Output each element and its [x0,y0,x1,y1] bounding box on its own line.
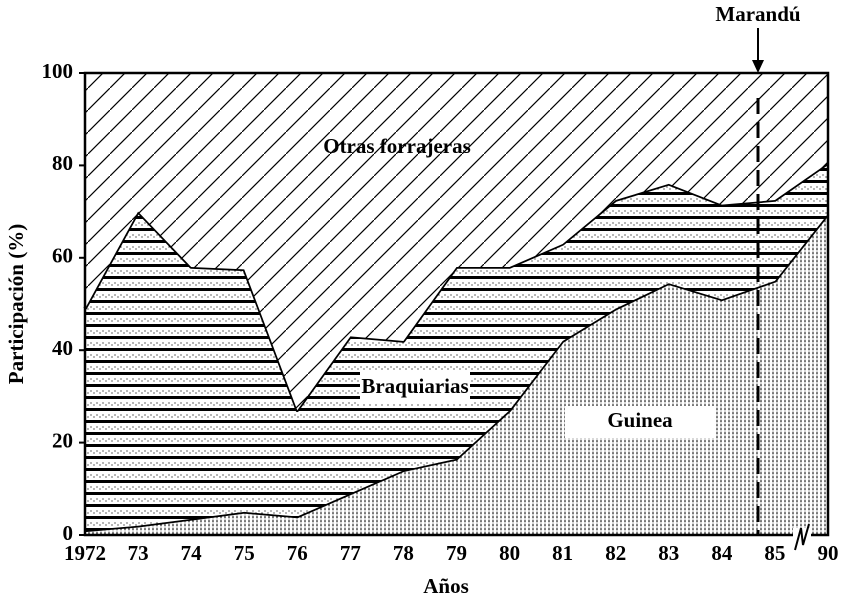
area [85,213,828,535]
y-tick-label: 80 [52,151,73,175]
area [85,73,828,411]
y-axis-label: Participación (%) [4,224,28,384]
x-tick-label: 84 [711,541,733,565]
x-tick-label: 74 [181,541,203,565]
y-tick-label: 60 [52,244,73,268]
y-tick-label: 0 [63,521,74,545]
x-tick-label: 80 [499,541,520,565]
annotation: Marandú [715,2,801,26]
x-tick-label: 78 [393,541,414,565]
x-axis-label: Años [423,574,469,598]
area [85,163,828,531]
y-tick-label: 100 [42,59,74,83]
x-tick-label: 76 [287,541,308,565]
x-tick-label: 83 [658,541,679,565]
label-bg [360,372,470,404]
x-tick-label: 75 [234,541,255,565]
plot-frame [83,71,830,537]
axis-break [794,523,810,551]
arrow-head [752,60,764,73]
x-tick-label: 77 [340,541,361,565]
areas [83,73,830,535]
series-label: Otras forrajeras [323,134,471,158]
y-tick-label: 20 [52,428,73,452]
y-tick-label: 40 [52,336,73,360]
x-tick-label: 79 [446,541,467,565]
x-tick-label: 82 [605,541,626,565]
series-label: Braquiarias [361,374,468,398]
x-tick-label: 81 [552,541,573,565]
label-bg [565,406,715,438]
x-tick-label: 85 [764,541,785,565]
x-tick-label: 90 [818,541,839,565]
x-tick-label: 73 [128,541,149,565]
series-label: Guinea [607,408,673,432]
x-tick-label: 1972 [64,541,106,565]
